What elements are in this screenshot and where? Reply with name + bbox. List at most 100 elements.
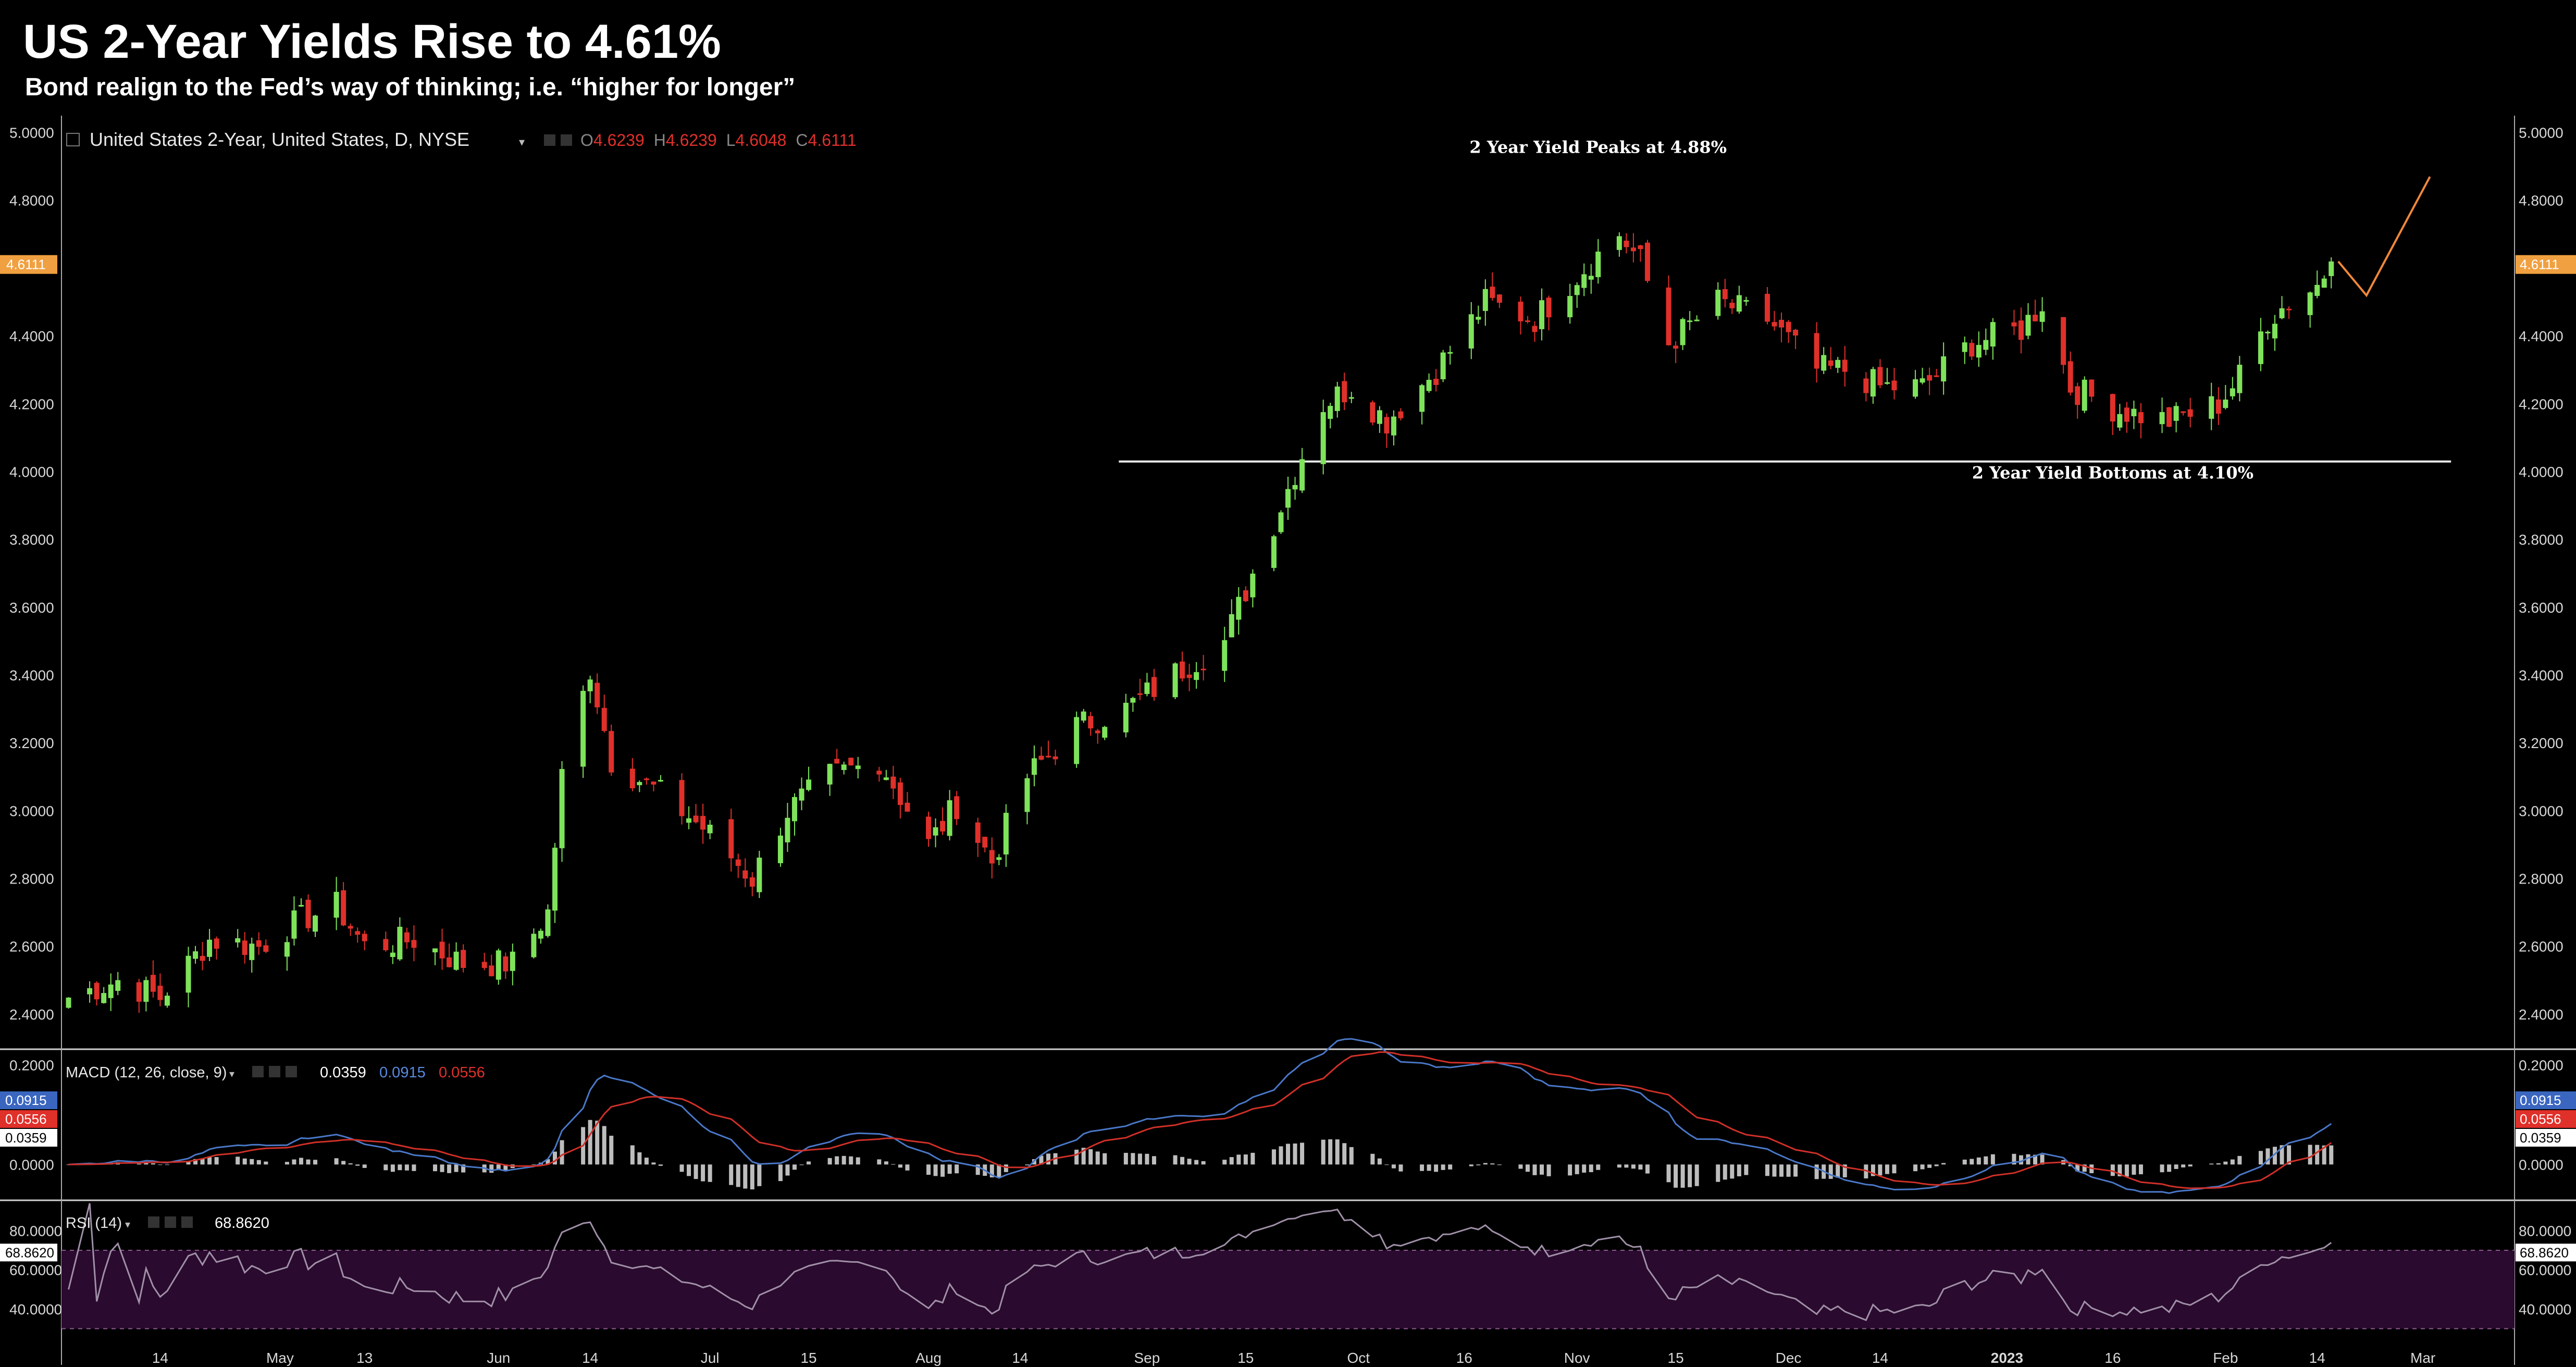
candle-body[interactable] xyxy=(404,932,410,942)
candle-body[interactable] xyxy=(1884,382,1890,384)
candle-body[interactable] xyxy=(1468,314,1474,349)
candle-body[interactable] xyxy=(1377,410,1382,424)
candle-body[interactable] xyxy=(1779,319,1785,328)
candle-body[interactable] xyxy=(1983,340,1989,350)
candle-body[interactable] xyxy=(876,771,882,775)
rsi-label[interactable]: RSI (14) xyxy=(66,1215,122,1232)
candle-body[interactable] xyxy=(785,817,790,842)
candle-body[interactable] xyxy=(1046,755,1051,757)
candle-body[interactable] xyxy=(1285,489,1291,508)
candle-body[interactable] xyxy=(1694,319,1700,321)
close-icon[interactable] xyxy=(181,1216,193,1228)
candle-body[interactable] xyxy=(1476,317,1481,320)
candle-body[interactable] xyxy=(1490,287,1495,298)
candle-body[interactable] xyxy=(291,910,297,939)
candle-body[interactable] xyxy=(1151,677,1157,697)
candle-body[interactable] xyxy=(1052,756,1058,760)
eye-icon[interactable] xyxy=(252,1066,264,1077)
candle-body[interactable] xyxy=(411,940,417,948)
candle-body[interactable] xyxy=(263,945,269,952)
candle-body[interactable] xyxy=(1687,320,1693,322)
candle-body[interactable] xyxy=(383,939,389,950)
candle-body[interactable] xyxy=(707,825,713,834)
candle-body[interactable] xyxy=(143,980,149,1002)
candle-body[interactable] xyxy=(1532,326,1538,332)
candle-body[interactable] xyxy=(284,942,290,957)
candle-body[interactable] xyxy=(989,850,995,864)
candle-body[interactable] xyxy=(2018,320,2024,340)
candle-body[interactable] xyxy=(1398,411,1404,418)
candle-body[interactable] xyxy=(1870,369,1876,397)
candle-body[interactable] xyxy=(757,858,762,892)
candle-body[interactable] xyxy=(439,941,445,959)
candle-body[interactable] xyxy=(848,757,854,766)
candle-body[interactable] xyxy=(150,975,156,992)
candle-body[interactable] xyxy=(313,915,318,932)
candle-body[interactable] xyxy=(2321,278,2327,288)
candle-body[interactable] xyxy=(1638,245,1643,250)
candle-body[interactable] xyxy=(841,764,847,771)
candle-body[interactable] xyxy=(2110,394,2115,422)
candle-body[interactable] xyxy=(1680,319,1686,345)
candle-body[interactable] xyxy=(2307,292,2313,315)
candle-body[interactable] xyxy=(1088,716,1094,729)
candle-body[interactable] xyxy=(552,848,558,911)
candle-body[interactable] xyxy=(1588,276,1594,280)
price-legend[interactable]: United States 2-Year, United States, D, … xyxy=(66,129,857,150)
candle-body[interactable] xyxy=(1130,698,1136,703)
candle-body[interactable] xyxy=(164,996,170,1006)
candle-body[interactable] xyxy=(447,957,452,967)
candle-body[interactable] xyxy=(157,986,163,1000)
candle-body[interactable] xyxy=(926,816,932,839)
candle-body[interactable] xyxy=(1440,352,1446,380)
candle-body[interactable] xyxy=(1630,247,1636,252)
candle-body[interactable] xyxy=(834,759,840,764)
candle-body[interactable] xyxy=(1186,674,1192,678)
candle-body[interactable] xyxy=(1426,380,1432,391)
candle-body[interactable] xyxy=(2159,412,2165,425)
candle-body[interactable] xyxy=(481,962,487,968)
price-panel[interactable]: 5.00005.00004.80004.80004.60004.60004.40… xyxy=(0,125,2576,1023)
candle-body[interactable] xyxy=(1828,360,1834,366)
candle-body[interactable] xyxy=(1038,755,1044,760)
candle-body[interactable] xyxy=(1271,536,1277,568)
candle-body[interactable] xyxy=(651,781,657,785)
candle-body[interactable] xyxy=(1821,355,1827,371)
candle-body[interactable] xyxy=(1095,730,1100,734)
candle-body[interactable] xyxy=(1722,289,1728,300)
macd-panel[interactable]: 0.2000 0.2000 0.0000 0.0000 0.0915 0.0915 0.05… xyxy=(0,1038,2576,1194)
candle-body[interactable] xyxy=(2258,331,2263,364)
close-icon[interactable] xyxy=(286,1066,297,1077)
candle-body[interactable] xyxy=(1031,758,1037,775)
candle-body[interactable] xyxy=(2039,311,2045,322)
candle-body[interactable] xyxy=(749,877,755,887)
candle-body[interactable] xyxy=(2117,414,2123,428)
candle-body[interactable] xyxy=(1595,251,1601,277)
candle-body[interactable] xyxy=(348,926,353,929)
candle-body[interactable] xyxy=(580,691,586,767)
candle-body[interactable] xyxy=(940,821,946,832)
candle-body[interactable] xyxy=(2215,399,2221,414)
candle-body[interactable] xyxy=(1581,274,1587,288)
close-icon[interactable] xyxy=(561,134,572,146)
candle-body[interactable] xyxy=(1624,240,1629,247)
candle-body[interactable] xyxy=(735,859,741,866)
candle-body[interactable] xyxy=(777,835,783,863)
candle-body[interactable] xyxy=(531,934,537,958)
settings-icon[interactable] xyxy=(269,1066,280,1077)
candle-body[interactable] xyxy=(595,682,600,707)
candle-body[interactable] xyxy=(1024,778,1030,812)
settings-icon[interactable] xyxy=(544,134,555,146)
candle-body[interactable] xyxy=(305,900,311,928)
candle-body[interactable] xyxy=(700,816,706,830)
candle-body[interactable] xyxy=(453,951,459,970)
candle-body[interactable] xyxy=(1081,711,1086,721)
candle-body[interactable] xyxy=(1842,359,1848,372)
candle-body[interactable] xyxy=(2011,322,2017,327)
candle-body[interactable] xyxy=(1250,574,1256,598)
candle-body[interactable] xyxy=(2166,407,2172,427)
candle-body[interactable] xyxy=(242,940,247,955)
candle-body[interactable] xyxy=(341,890,346,926)
candle-body[interactable] xyxy=(108,984,114,998)
candle-body[interactable] xyxy=(1292,484,1298,490)
